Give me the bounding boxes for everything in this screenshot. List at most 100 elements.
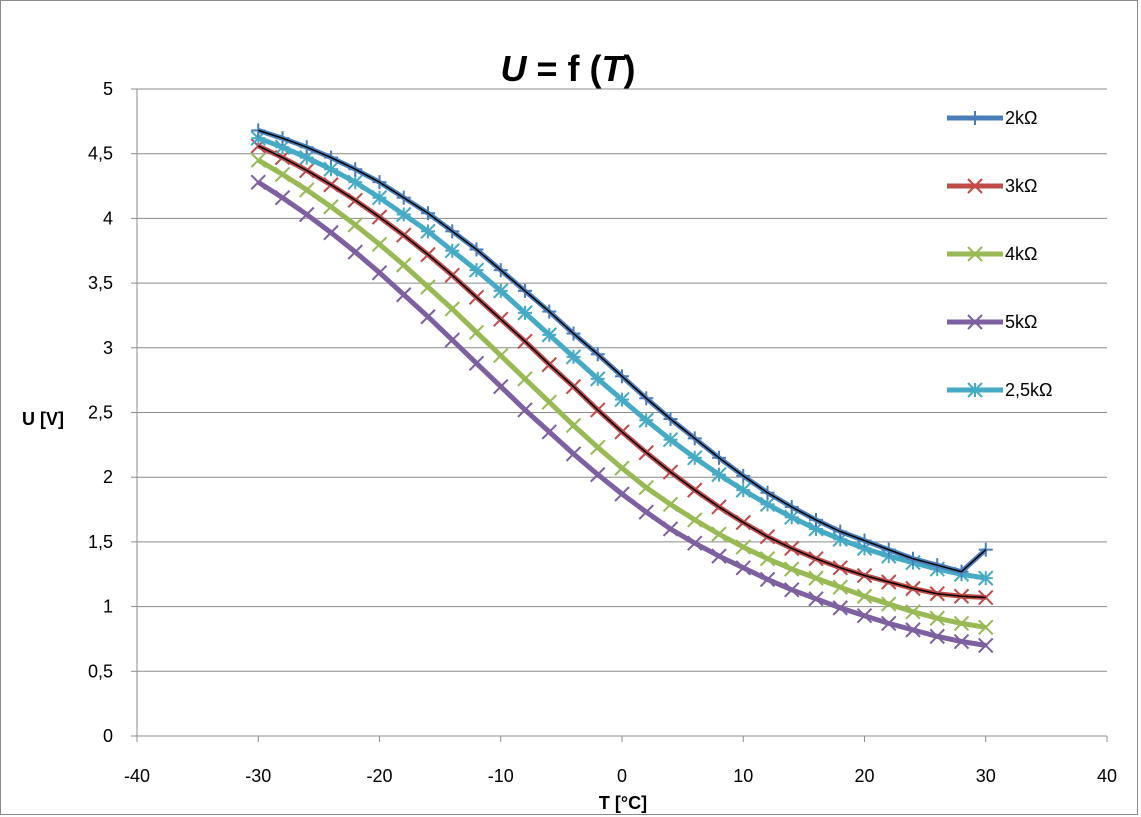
data-point [347, 244, 363, 260]
marker-stroke [565, 417, 582, 434]
data-point [759, 551, 776, 567]
legend-label: 3kΩ [1005, 176, 1037, 196]
data-point [371, 236, 388, 252]
chart-title-var-u: U [500, 48, 527, 89]
marker-stroke [541, 394, 557, 410]
marker-stroke [565, 349, 582, 365]
x-tick-label: -30 [245, 766, 271, 786]
marker-stroke [953, 633, 970, 650]
marker-stroke [590, 466, 606, 483]
marker-stroke [687, 535, 703, 551]
marker-stroke [517, 305, 533, 321]
y-tick-label: 5 [103, 79, 113, 99]
data-point [905, 604, 921, 620]
data-point [299, 206, 315, 223]
marker-stroke [735, 560, 751, 576]
marker-stroke [967, 246, 983, 262]
marker-stroke [517, 371, 533, 387]
marker-stroke [662, 496, 679, 513]
x-axis-title: T [°C] [599, 793, 647, 813]
data-point [444, 243, 460, 259]
data-point [808, 570, 824, 586]
legend-label: 2,5kΩ [1005, 380, 1052, 400]
data-point [565, 349, 582, 365]
data-point [299, 149, 315, 166]
marker-stroke [953, 615, 970, 632]
marker-stroke [468, 355, 485, 372]
series-line [257, 135, 987, 581]
data-point [420, 309, 436, 325]
data-point [420, 223, 436, 240]
y-tick-label: 1 [103, 597, 113, 617]
data-point [735, 539, 751, 555]
legend-entry: 3kΩ [947, 176, 1037, 196]
marker-stroke [978, 570, 994, 586]
data-point [250, 152, 266, 168]
marker-stroke [735, 482, 751, 498]
data-point [250, 174, 266, 190]
marker-stroke [371, 189, 388, 206]
marker-stroke [444, 243, 460, 259]
legend-entry: 5kΩ [947, 312, 1037, 332]
legend-label: 2kΩ [1005, 108, 1037, 128]
data-point [711, 466, 727, 483]
data-point [541, 327, 557, 343]
marker-stroke [299, 149, 315, 166]
legend: 2kΩ 3kΩ 4kΩ 5kΩ 2,5kΩ [947, 108, 1052, 400]
data-point [735, 482, 751, 498]
series-0 [251, 123, 993, 579]
data-point [517, 371, 533, 387]
data-point [396, 257, 412, 273]
marker-stroke [759, 496, 776, 513]
marker-stroke [347, 217, 363, 233]
marker-stroke [323, 199, 339, 215]
legend-entry: 2kΩ [947, 108, 1037, 128]
data-point [905, 622, 921, 638]
series-3 [250, 174, 994, 654]
data-point [953, 615, 970, 632]
data-point [832, 600, 848, 616]
marker-stroke [420, 223, 436, 240]
marker-stroke [541, 424, 557, 440]
data-point [493, 378, 509, 395]
marker-stroke [711, 548, 727, 564]
y-tick-label: 2 [103, 467, 113, 487]
marker-stroke [662, 431, 679, 448]
series-2 [250, 152, 994, 636]
y-tick-label: 0 [103, 726, 113, 746]
legend-label: 4kΩ [1005, 244, 1037, 264]
marker-stroke [967, 382, 983, 398]
data-point [299, 182, 315, 198]
data-point [735, 560, 751, 576]
marker-stroke [978, 619, 994, 636]
data-point [565, 446, 582, 462]
data-point [541, 394, 557, 410]
marker-stroke [808, 591, 824, 607]
data-point [856, 588, 873, 604]
data-point [565, 417, 582, 434]
marker-stroke [614, 460, 630, 476]
data-point [638, 504, 654, 520]
marker-stroke [493, 378, 509, 395]
marker-stroke [978, 637, 994, 654]
data-point [953, 633, 970, 650]
data-point [274, 189, 291, 206]
legend-marker [967, 314, 983, 330]
data-point [468, 262, 485, 278]
data-point [687, 535, 703, 551]
marker-stroke [808, 570, 824, 586]
data-point [274, 166, 291, 183]
marker-stroke [967, 178, 983, 194]
x-tick-label: 20 [854, 766, 874, 786]
data-point [371, 265, 388, 281]
legend-entry: 4kΩ [947, 244, 1037, 264]
series-line [256, 180, 987, 648]
x-tick-labels: -40 -30 -20 -10 0 10 20 30 40 [124, 766, 1117, 786]
data-point [444, 332, 460, 348]
data-point [929, 628, 945, 645]
data-point [371, 189, 388, 206]
marker-stroke [638, 504, 654, 520]
data-point [517, 305, 533, 321]
marker-stroke [323, 161, 339, 177]
